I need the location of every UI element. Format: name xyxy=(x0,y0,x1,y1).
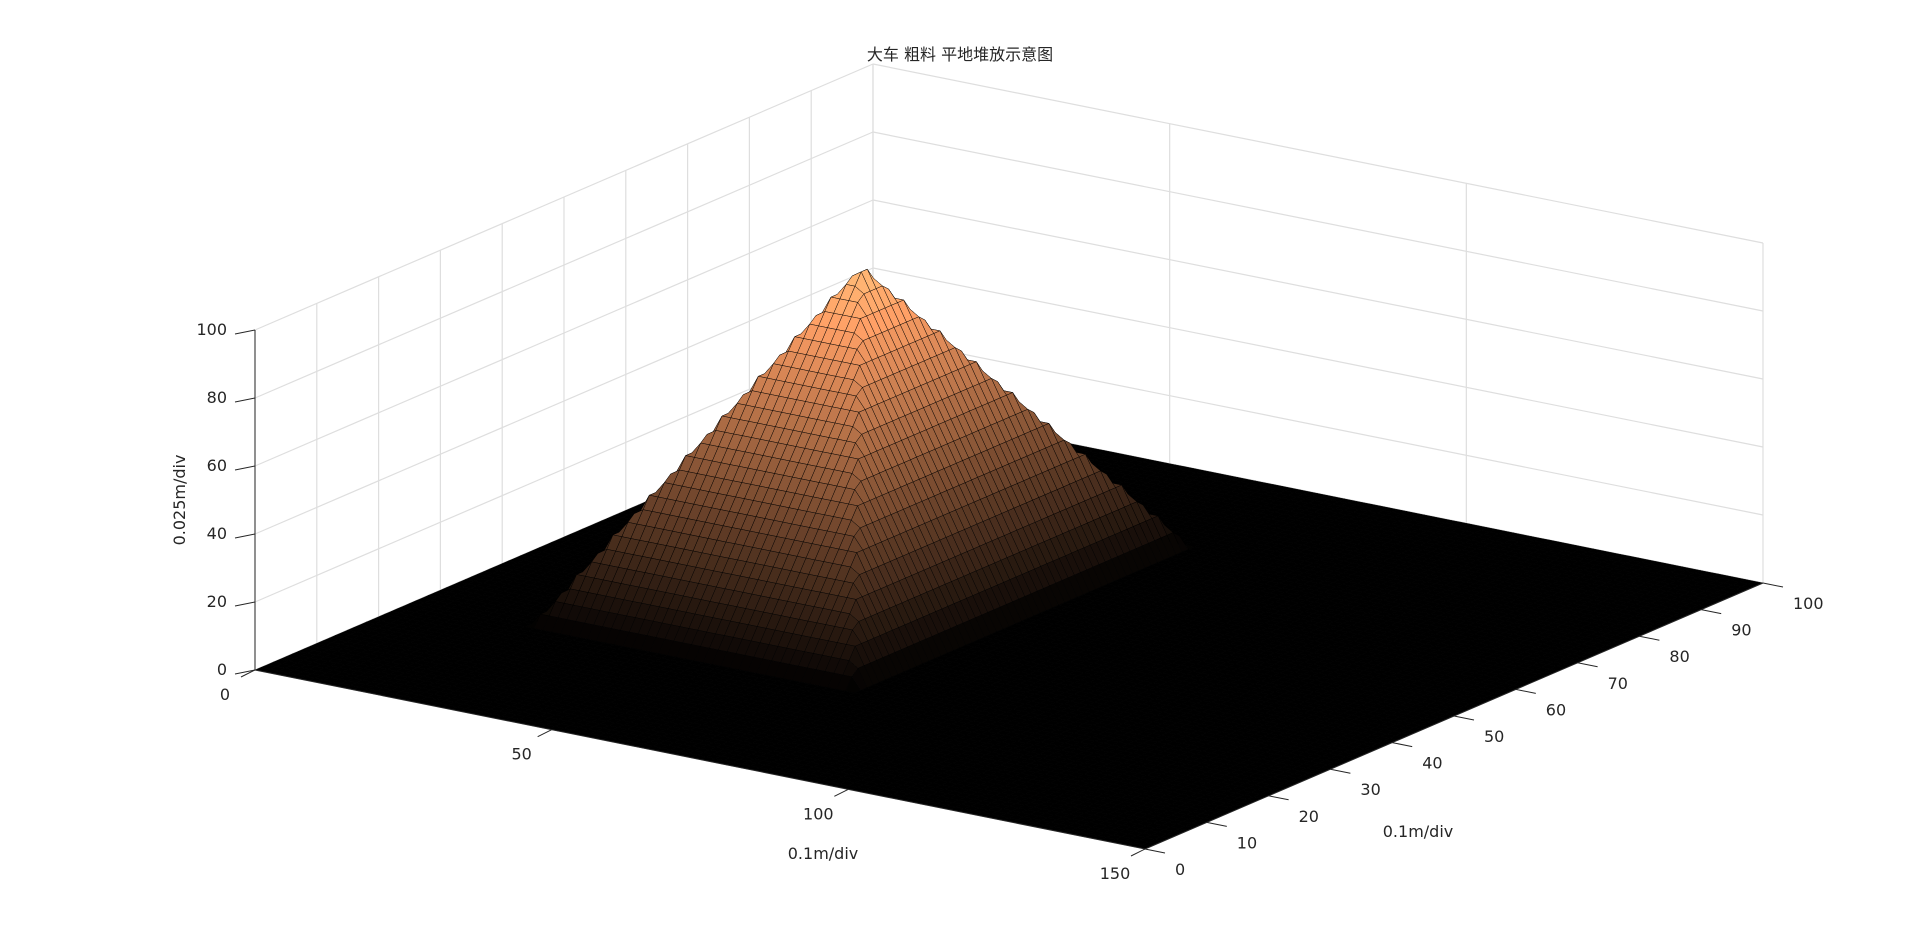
grid-line-z xyxy=(873,64,1763,243)
grid-line-z xyxy=(873,132,1763,311)
grid-line-z xyxy=(873,200,1763,379)
surface-mesh xyxy=(255,269,1763,849)
